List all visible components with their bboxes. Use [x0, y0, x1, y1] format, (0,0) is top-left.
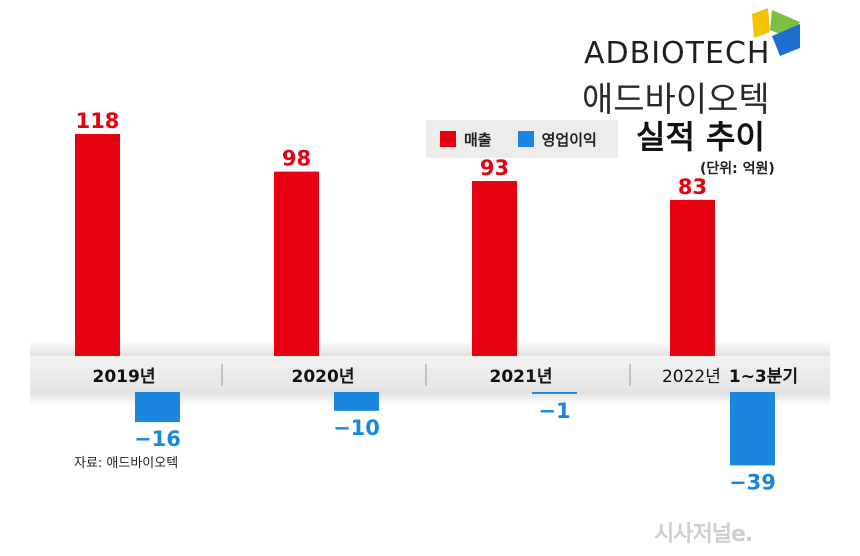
revenue-label-3: 83 — [678, 175, 707, 199]
revenue-bar-3 — [670, 199, 715, 356]
legend-item-revenue: 매출 — [440, 129, 492, 150]
axis-band — [30, 340, 830, 406]
source-note: 자료: 애드바이오텍 — [74, 456, 179, 471]
brand-logo-icon — [752, 8, 800, 56]
category-label-2: 2021년 — [490, 367, 553, 387]
operating-profit-label-2: −1 — [538, 399, 570, 423]
operating-profit-bar-3 — [730, 392, 775, 466]
operating-profit-label-1: −10 — [333, 416, 380, 440]
company-name: 애드바이오텍 — [582, 80, 770, 120]
revenue-bar-0 — [75, 134, 120, 356]
revenue-label-2: 93 — [480, 156, 509, 180]
legend-label-revenue: 매출 — [464, 130, 492, 149]
legend-swatch-operating-profit — [517, 131, 534, 147]
bars-layer — [75, 134, 775, 466]
category-label-1: 2020년 — [292, 367, 355, 387]
operating-profit-label-0: −16 — [134, 427, 181, 451]
operating-profit-bar-2 — [532, 392, 577, 394]
revenue-bar-2 — [472, 181, 517, 356]
revenue-label-0: 118 — [76, 109, 120, 133]
operating-profit-bar-0 — [135, 392, 180, 423]
legend-label-operating-profit: 영업이익 — [541, 130, 597, 149]
brand-wordmark: ADBIOTECH — [584, 36, 771, 71]
operating-profit-bar-1 — [334, 392, 379, 411]
category-layer: 2019년 2020년 2021년 2022년 1~3분기 — [93, 367, 799, 387]
category-label-3: 2022년 1~3분기 — [662, 367, 798, 387]
chart-title: 실적 추이 — [636, 118, 765, 156]
legend-swatch-revenue — [440, 131, 456, 147]
unit-label: (단위: 억원) — [700, 161, 775, 177]
watermark: 시사저널e. — [654, 522, 753, 547]
labels-layer: 118 98 93 83 −16 −10 −1 −39 — [76, 109, 776, 494]
revenue-bar-1 — [274, 171, 319, 356]
revenue-label-1: 98 — [282, 147, 311, 171]
legend: 매출 영업이익 — [426, 120, 618, 158]
legend-item-operating-profit: 영업이익 — [517, 129, 597, 150]
category-label-0: 2019년 — [93, 367, 156, 387]
operating-profit-label-3: −39 — [729, 470, 776, 494]
